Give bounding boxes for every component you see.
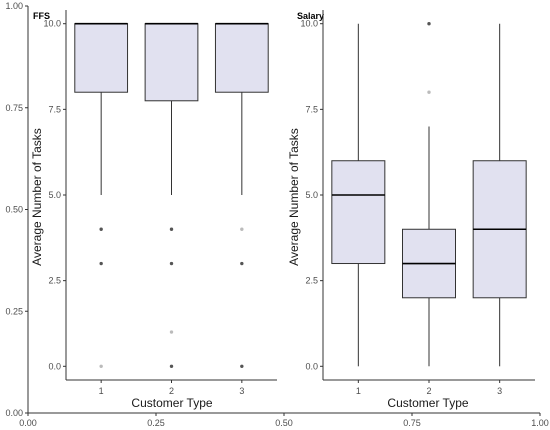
y-tick-label: 7.5: [48, 104, 61, 114]
box: [144, 23, 199, 102]
outer-axes: 0.00 0.25 0.50 0.75 1.00 0.00 0.25 0.50 0.75 1.00: [5, 1, 548, 428]
y-tick-label: 0.0: [305, 361, 318, 371]
y-axis-title: Average Number of Tasks: [287, 128, 301, 266]
y-tick-label: 10.0: [43, 19, 61, 29]
y-tick-label: 7.5: [305, 104, 318, 114]
outlier-point: [240, 227, 244, 231]
outer-y-tick-label: 0.00: [5, 408, 23, 418]
panel-axes: 0.0 2.5 5.0 7.5 10.0 1 2 3: [300, 10, 535, 396]
outlier-point: [427, 22, 431, 26]
outer-ticks: 0.00 0.25 0.50 0.75 1.00 0.00 0.25 0.50 0.75 1.00: [5, 1, 548, 428]
y-tick-label: 5.0: [305, 190, 318, 200]
outer-y-tick-label: 0.75: [5, 103, 23, 113]
box: [74, 23, 129, 93]
outlier-point: [240, 261, 244, 266]
box-series: [74, 22, 269, 368]
outlier-point: [169, 330, 174, 334]
outer-y-tick-label: 1.00: [5, 1, 23, 11]
x-tick-label: 3: [239, 386, 244, 396]
outlier-point: [99, 261, 103, 266]
outer-x-tick-label: 0.25: [147, 418, 165, 428]
y-tick-label: 5.0: [48, 190, 61, 200]
panel-ffs: FFS 0.0 2.5 5.0 7.5 10.0 1 2 3 Customer Type Av…: [30, 10, 277, 410]
panel-title: Salary: [297, 11, 324, 21]
y-tick-label: 0.0: [48, 361, 61, 371]
x-tick-label: 1: [99, 386, 104, 396]
panel-title: FFS: [33, 11, 50, 21]
y-axis-title: Average Number of Tasks: [30, 128, 44, 266]
outer-y-tick-label: 0.50: [5, 205, 23, 215]
outlier-point: [169, 364, 174, 368]
outer-x-tick-label: 1.00: [531, 418, 549, 428]
x-axis-title: Customer Type: [131, 396, 212, 410]
outlier-point: [169, 261, 174, 266]
x-tick-label: 2: [169, 386, 174, 396]
x-tick-label: 3: [497, 386, 502, 396]
y-tick-label: 10.0: [300, 19, 318, 29]
outlier-point: [427, 90, 431, 94]
outlier-point: [99, 364, 103, 368]
outer-x-tick-label: 0.00: [19, 418, 37, 428]
outer-x-tick-label: 0.50: [275, 418, 293, 428]
outer-y-tick-label: 0.25: [5, 306, 23, 316]
outlier-point: [240, 364, 244, 368]
outlier-point: [169, 227, 174, 231]
box-series: [331, 22, 527, 367]
outer-x-tick-label: 0.75: [403, 418, 421, 428]
outlier-point: [99, 227, 103, 231]
y-tick-label: 2.5: [48, 276, 61, 286]
panel-salary: Salary 0.0 2.5 5.0 7.5 10.0 1 2 3 Customer Type…: [287, 10, 535, 410]
y-tick-label: 2.5: [305, 276, 318, 286]
x-axis-title: Customer Type: [387, 396, 468, 410]
x-tick-label: 2: [426, 386, 431, 396]
x-tick-label: 1: [356, 386, 361, 396]
box: [214, 23, 269, 93]
box: [331, 160, 386, 265]
panel-axes: 0.0 2.5 5.0 7.5 10.0 1 2 3: [43, 10, 277, 396]
